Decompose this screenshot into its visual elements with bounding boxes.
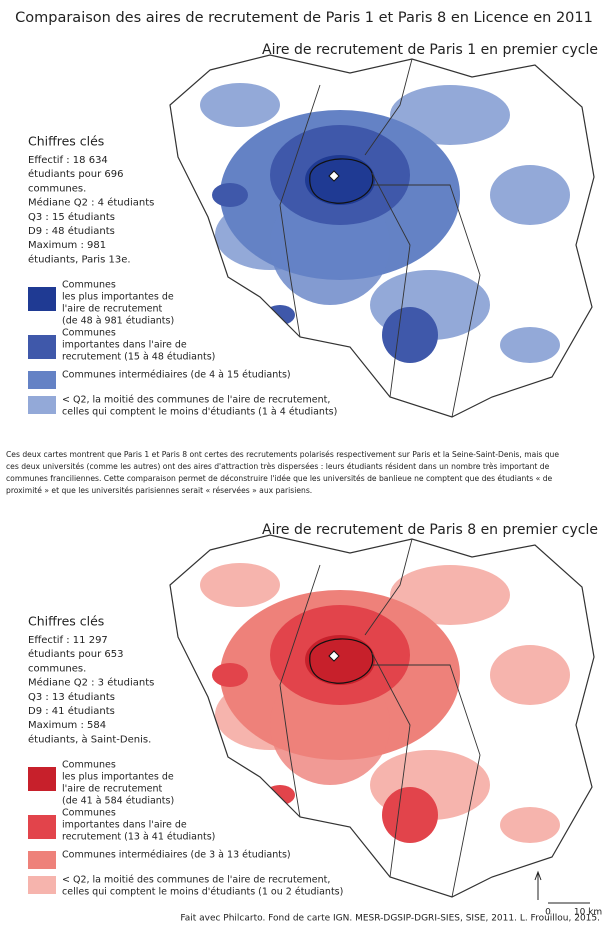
- key-heading: Chiffres clés: [28, 134, 104, 149]
- key-line: Maximum : 981: [28, 240, 106, 251]
- key-line: étudiants pour 653: [28, 648, 124, 660]
- legend-label: (de 48 à 981 étudiants): [62, 316, 174, 327]
- legend-label: celles qui comptent le moins d'étudiants…: [62, 407, 337, 418]
- map: [170, 535, 594, 897]
- key-line: Q3 : 13 étudiants: [28, 691, 115, 703]
- key-line: Q3 : 15 étudiants: [28, 211, 115, 223]
- legend-label: l'aire de recrutement: [62, 784, 163, 795]
- key-line: Effectif : 18 634: [28, 155, 108, 166]
- scale-start: 0: [545, 908, 551, 918]
- legend-swatch: [28, 851, 56, 869]
- north-arrow: [534, 870, 542, 900]
- legend-label: les plus importantes de: [62, 772, 174, 783]
- key-line: Médiane Q2 : 4 étudiants: [28, 197, 154, 209]
- key-line: étudiants pour 696: [28, 168, 124, 180]
- legend-label: < Q2, la moitié des communes de l'aire d…: [62, 395, 330, 406]
- legend-label: Communes: [62, 808, 116, 819]
- legend-swatch: [28, 371, 56, 389]
- legend-label: recrutement (15 à 48 étudiants): [62, 352, 215, 363]
- scale-end: 10 km: [574, 908, 602, 918]
- legend-swatch: [28, 815, 56, 839]
- credits: Fait avec Philcarto. Fond de carte IGN. …: [180, 914, 600, 924]
- legend-swatch: [28, 767, 56, 791]
- map: [170, 55, 594, 417]
- legend-label: < Q2, la moitié des communes de l'aire d…: [62, 875, 330, 886]
- legend-label: Communes: [62, 280, 116, 291]
- legend-label: Communes intermédiaires (de 4 à 15 étudi…: [62, 370, 291, 381]
- key-line: communes.: [28, 183, 86, 194]
- paragraph: communes franciliennes. Cette comparaiso…: [6, 474, 553, 483]
- paragraph: Ces deux cartes montrent que Paris 1 et …: [6, 450, 559, 459]
- legend-swatch: [28, 876, 56, 894]
- key-line: Effectif : 11 297: [28, 635, 108, 646]
- key-line: étudiants, Paris 13e.: [28, 253, 131, 265]
- legend-label: l'aire de recrutement: [62, 304, 163, 315]
- paragraph: proximité » et que les universités paris…: [6, 486, 312, 495]
- legend-label: celles qui comptent le moins d'étudiants…: [62, 887, 343, 898]
- legend-label: (de 41 à 584 étudiants): [62, 796, 174, 807]
- key-line: D9 : 48 étudiants: [28, 225, 115, 237]
- legend-label: Communes intermédiaires (de 3 à 13 étudi…: [62, 850, 291, 861]
- map-title: Aire de recrutement de Paris 1 en premie…: [262, 42, 598, 58]
- legend-label: les plus importantes de: [62, 292, 174, 303]
- legend-label: recrutement (13 à 41 étudiants): [62, 832, 215, 843]
- key-line: communes.: [28, 663, 86, 674]
- map-title: Aire de recrutement de Paris 8 en premie…: [262, 522, 598, 538]
- legend-label: importantes dans l'aire de: [62, 340, 187, 351]
- key-line: étudiants, à Saint-Denis.: [28, 733, 151, 745]
- legend-label: Communes: [62, 328, 116, 339]
- legend-label: importantes dans l'aire de: [62, 820, 187, 831]
- key-heading: Chiffres clés: [28, 614, 104, 629]
- legend-label: Communes: [62, 760, 116, 771]
- key-line: D9 : 41 étudiants: [28, 705, 115, 717]
- legend-swatch: [28, 287, 56, 311]
- key-line: Médiane Q2 : 3 étudiants: [28, 677, 154, 689]
- key-line: Maximum : 584: [28, 720, 106, 731]
- title: Comparaison des aires de recrutement de …: [15, 10, 593, 26]
- paragraph: ces deux universités (comme les autres) …: [6, 462, 550, 471]
- legend-swatch: [28, 335, 56, 359]
- legend-swatch: [28, 396, 56, 414]
